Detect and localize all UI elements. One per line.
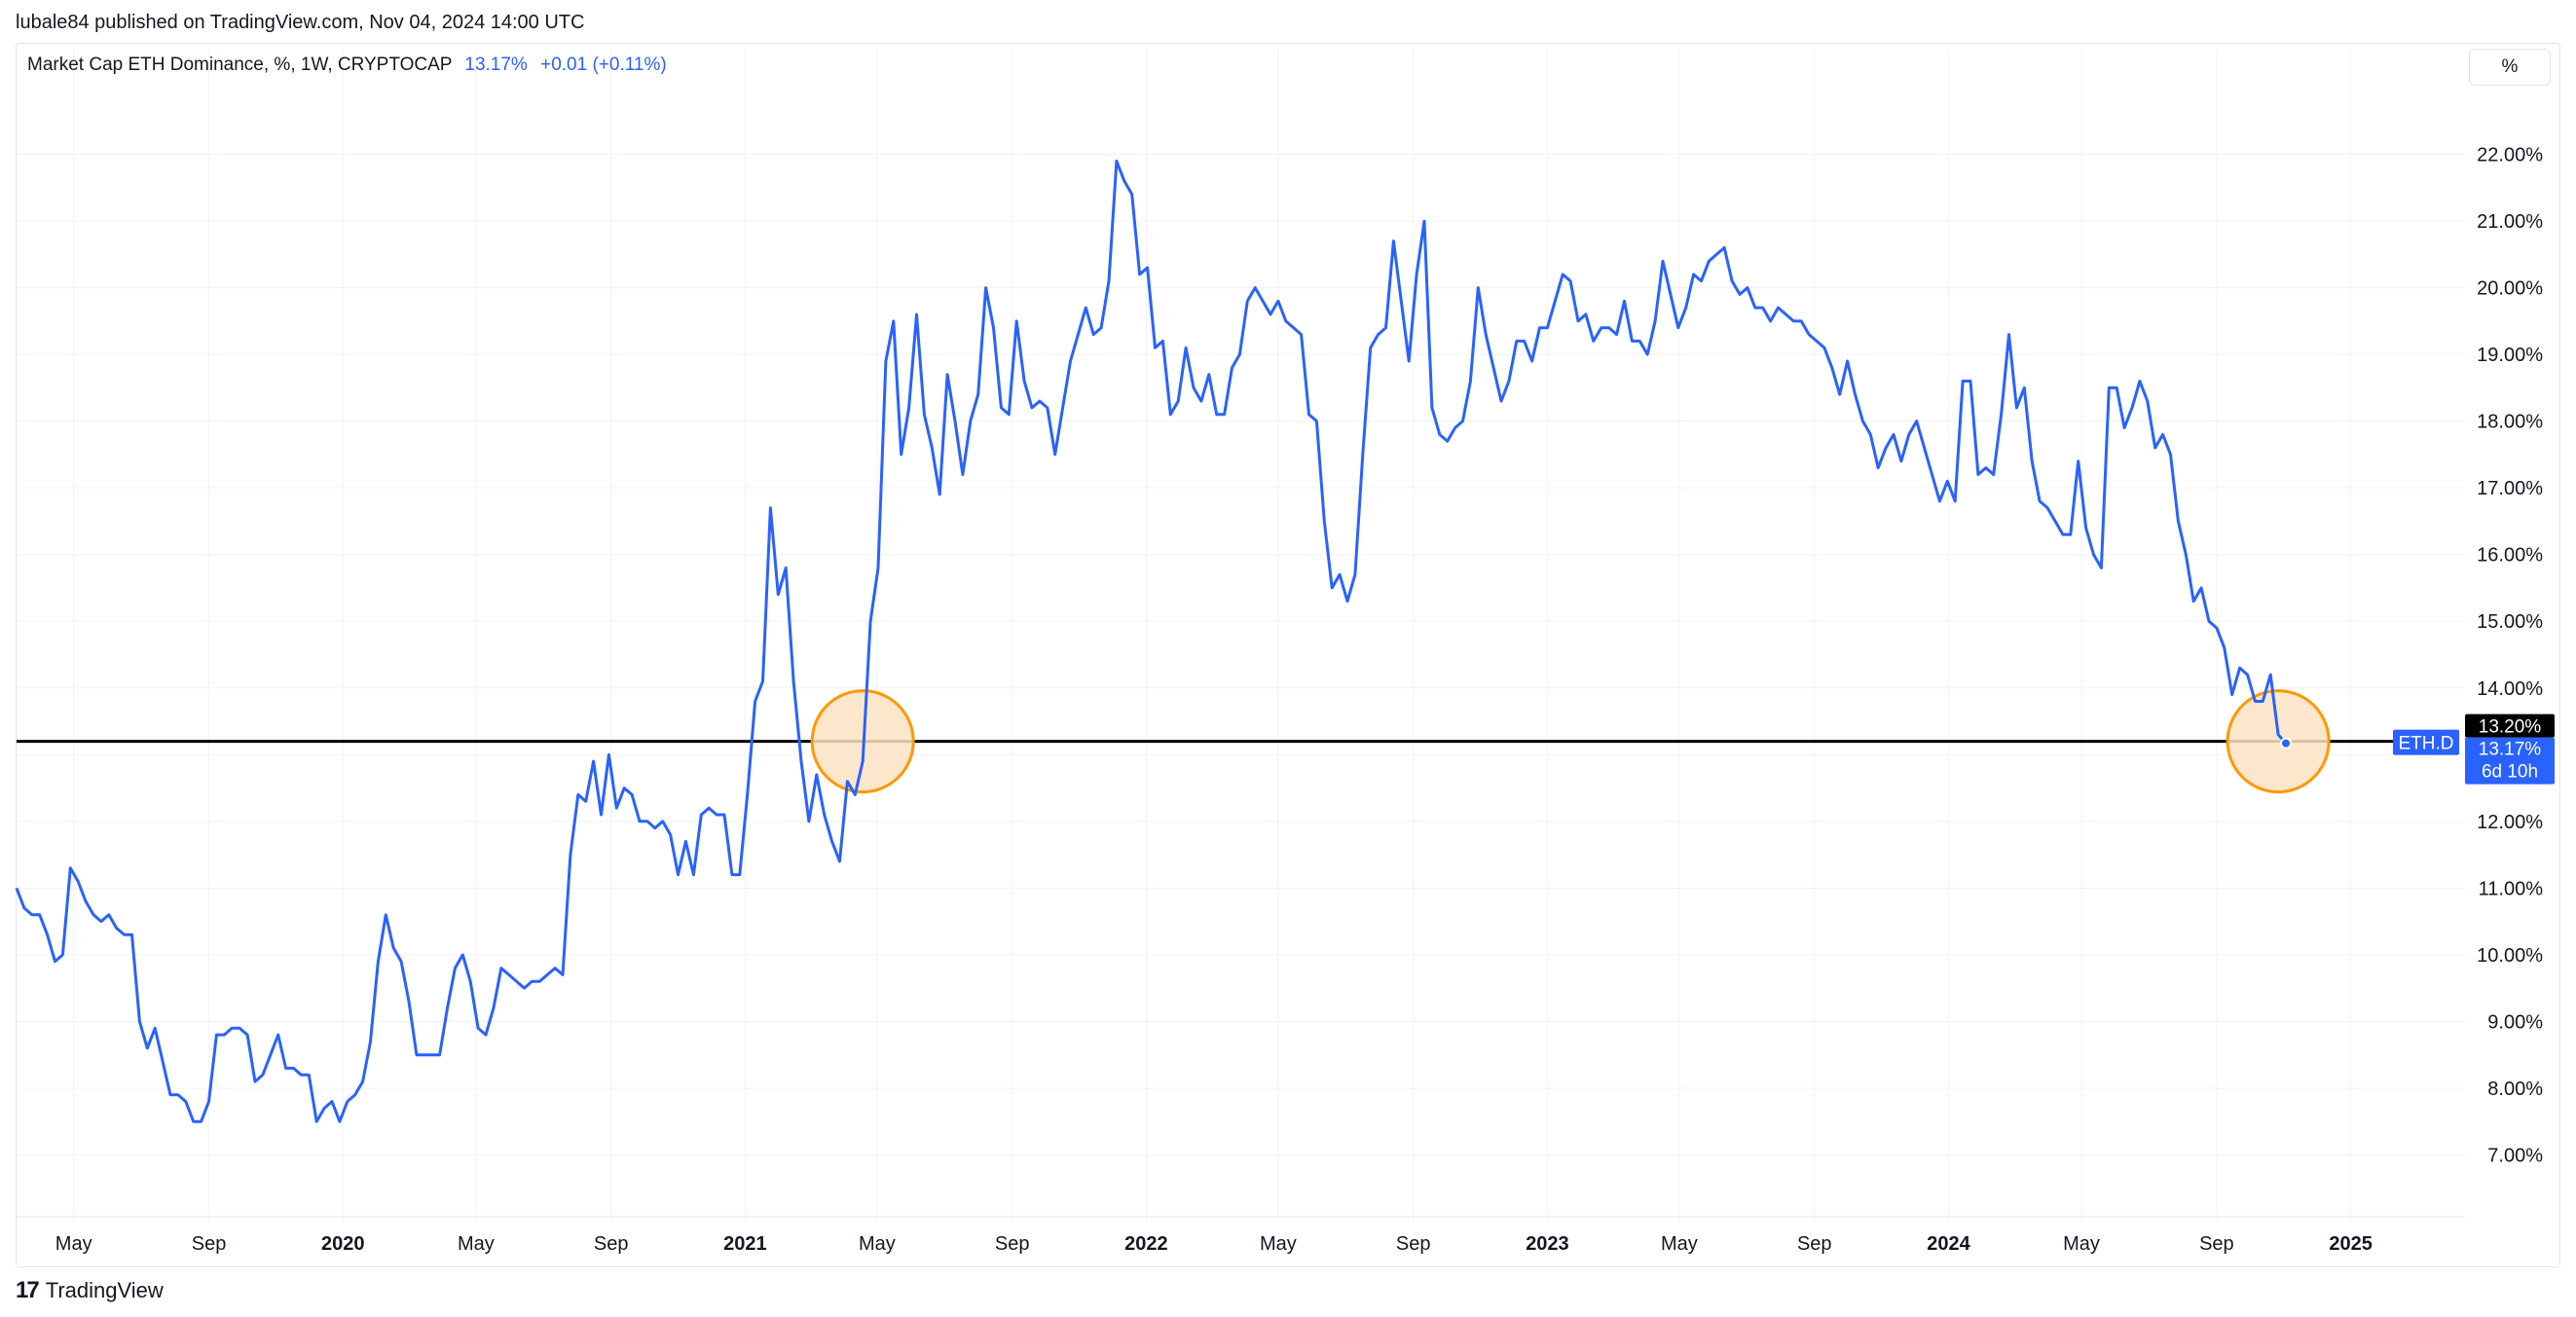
symbol-tag: ETH.D [2399,734,2454,754]
last-price-label: 13.17% [2479,740,2542,760]
series-line-eth-dominance [15,159,2288,1123]
x-tick-label: May [458,1233,495,1255]
hline-price-label-bg [2465,713,2555,738]
x-tick-label: 2025 [2329,1233,2373,1255]
hline-price-label: 13.20% [2479,717,2542,738]
x-tick-label: Sep [192,1233,227,1255]
y-tick-label: 18.00% [2477,412,2543,433]
tradingview-logo[interactable]: 17 TradingView [16,1277,164,1304]
series-legend: Market Cap ETH Dominance, %, 1W, CRYPTOC… [27,55,667,76]
y-tick-label: 16.00% [2477,545,2543,567]
y-tick-label: 14.00% [2477,678,2543,700]
x-tick-label: Sep [995,1233,1030,1255]
x-tick-label: Sep [594,1233,629,1255]
y-tick-label: 19.00% [2477,345,2543,366]
x-tick-label: 2022 [1124,1233,1168,1255]
legend-title: Market Cap ETH Dominance, %, 1W, CRYPTOC… [27,55,453,75]
symbol-tag-bg [2393,729,2459,755]
last-price-label-bg [2465,737,2555,785]
x-tick-label: 2023 [1526,1233,1569,1255]
y-tick-label: 17.00% [2477,478,2543,499]
x-tick-label: May [1260,1233,1297,1255]
x-tick-label: Sep [2199,1233,2234,1255]
y-tick-label: 15.00% [2477,611,2543,633]
bar-countdown-label: 6d 10h [2482,762,2538,783]
x-tick-label: May [2063,1233,2100,1255]
x-tick-label: May [859,1233,896,1255]
legend-last-value: 13.17% [464,55,528,75]
x-tick-label: May [1661,1233,1698,1255]
y-tick-label: 10.00% [2477,945,2543,967]
last-point-marker [2280,737,2293,750]
x-tick-label: Sep [1797,1233,1832,1255]
percent-scale-button[interactable]: % [2469,49,2551,86]
x-tick-label: 2021 [723,1233,767,1255]
y-tick-label: 21.00% [2477,211,2543,233]
x-tick-label: May [55,1233,92,1255]
y-tick-label: 11.00% [2479,878,2544,899]
legend-change: +0.01 (+0.11%) [540,55,667,75]
y-tick-label: 20.00% [2477,278,2543,300]
tradingview-logo-icon: 17 [16,1277,40,1303]
y-tick-label: 12.00% [2477,812,2543,833]
publisher-attribution: lubale84 published on TradingView.com, N… [16,12,585,33]
highlight-circle [2226,689,2331,794]
x-tick-label: 2024 [1927,1233,1970,1255]
y-tick-label: 7.00% [2487,1145,2543,1166]
y-tick-label: 9.00% [2487,1011,2543,1033]
y-tick-label: 8.00% [2487,1079,2543,1100]
tradingview-brand: TradingView [45,1278,164,1302]
y-tick-label: 22.00% [2477,145,2543,166]
x-tick-label: 2020 [321,1233,365,1255]
chart-frame [16,43,2560,1267]
x-tick-label: Sep [1396,1233,1431,1255]
